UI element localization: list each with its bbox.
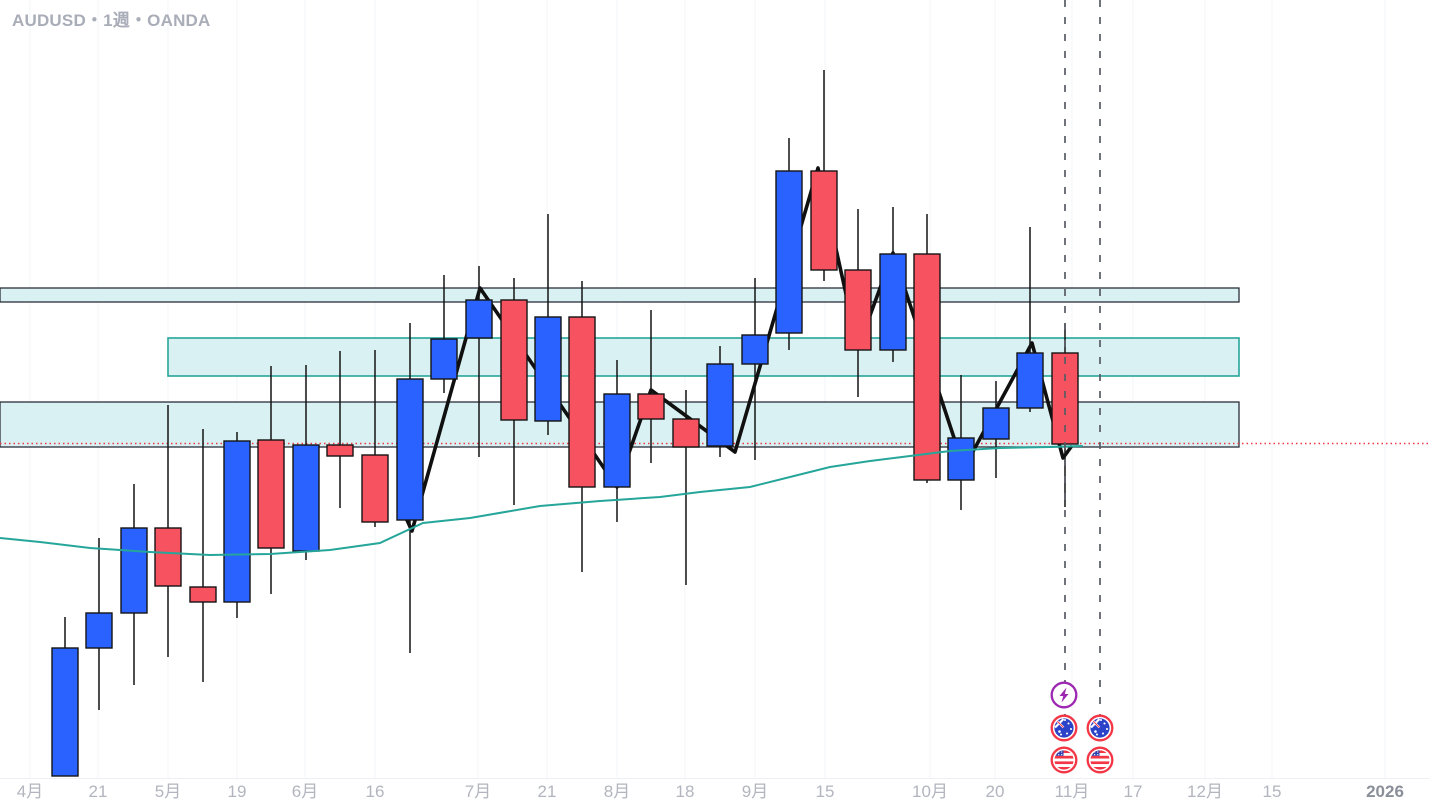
candle-up: [292, 365, 320, 560]
axis-date-label: 17: [1123, 782, 1143, 801]
candle-up: [396, 323, 424, 653]
candle-up: [534, 214, 562, 435]
axis-date-label: 12月: [1187, 782, 1223, 801]
axis-date-label: 6月: [291, 782, 319, 801]
candle-up: [430, 275, 458, 393]
candle-down: [257, 366, 285, 594]
candle-up: [879, 207, 907, 362]
candle-down: [810, 70, 838, 281]
axis-date-label: 4月: [16, 782, 44, 801]
candle-up: [51, 617, 79, 777]
usa-flag-icon[interactable]: [1086, 746, 1114, 774]
candle-up: [1016, 227, 1044, 412]
axis-date-label: 7月: [464, 782, 492, 801]
time-axis[interactable]: 4月 21 5月 19 6月 16 7月 21 8月 18 9月 15 10月 20 11月 17 12月 15 2…: [0, 779, 1429, 809]
australia-flag-icon[interactable]: [1086, 714, 1114, 742]
candle-down: [500, 278, 528, 505]
chart-legend-title[interactable]: AUDUSD・1週・OANDA: [12, 11, 211, 30]
candle-down: [672, 390, 700, 585]
axis-date-label: 5月: [154, 782, 182, 801]
price-zone[interactable]: [0, 287, 1240, 303]
candles-layer: [51, 70, 1079, 777]
candle-down: [568, 281, 596, 572]
candle-up: [120, 484, 148, 685]
candle-up: [603, 360, 631, 522]
usa-flag-icon[interactable]: [1050, 746, 1078, 774]
candle-up: [223, 432, 251, 618]
axis-date-label: 8月: [603, 782, 631, 801]
event-markers-layer[interactable]: [1050, 681, 1114, 774]
candle-up: [741, 278, 769, 460]
zigzag-trendline[interactable]: [404, 166, 1073, 533]
axis-date-label: 15: [815, 782, 835, 801]
axis-date-label: 19: [227, 782, 247, 801]
axis-date-label: 21: [537, 782, 557, 801]
candle-up: [465, 266, 493, 457]
candle-down: [844, 209, 872, 397]
axis-separator: [0, 778, 1429, 779]
moving-average-line[interactable]: [0, 445, 1083, 557]
axis-date-label: 18: [675, 782, 695, 801]
candle-down: [154, 405, 182, 657]
axis-date-label: 20: [985, 782, 1005, 801]
candle-down: [361, 350, 389, 527]
candle-down: [913, 214, 941, 483]
candle-up: [85, 538, 113, 710]
axis-date-label: 11月: [1054, 782, 1090, 801]
candle-up: [947, 375, 975, 510]
axis-date-label: 9月: [741, 782, 769, 801]
axis-date-label: 15: [1262, 782, 1282, 801]
axis-date-label: 10月: [912, 782, 948, 801]
economic-event-lightning-icon[interactable]: [1050, 681, 1078, 709]
candlestick-chart[interactable]: [0, 0, 1429, 778]
australia-flag-icon[interactable]: [1050, 714, 1078, 742]
axis-year-label: 2026: [1366, 782, 1404, 801]
candle-up: [706, 346, 734, 457]
event-lines-layer: [1064, 0, 1101, 778]
candle-up: [982, 381, 1010, 478]
candle-up: [775, 138, 803, 350]
axis-date-label: 16: [365, 782, 385, 801]
candle-down: [326, 351, 354, 508]
candle-down: [637, 310, 665, 463]
axis-date-label: 21: [88, 782, 108, 801]
